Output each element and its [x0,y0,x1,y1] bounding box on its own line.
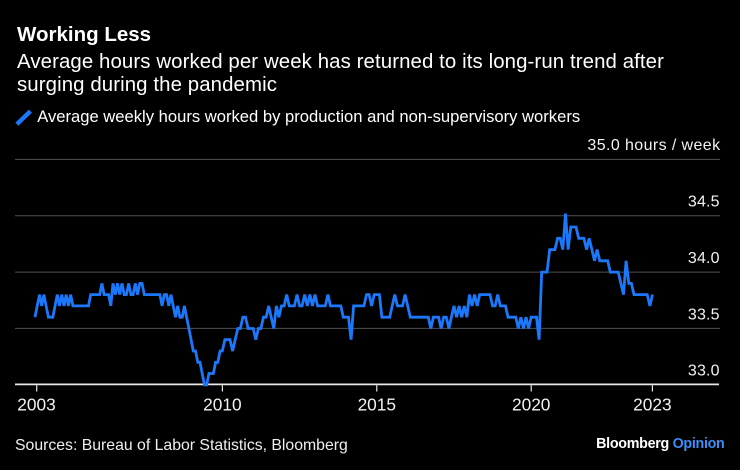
svg-text:34.0: 34.0 [688,250,720,267]
svg-text:35.0 hours / week: 35.0 hours / week [587,137,721,154]
svg-text:2020: 2020 [512,395,550,415]
svg-text:33.5: 33.5 [688,306,720,323]
svg-text:2003: 2003 [17,395,55,415]
svg-text:34.5: 34.5 [688,194,720,211]
svg-text:2023: 2023 [633,395,671,415]
svg-text:33.0: 33.0 [688,363,720,380]
svg-text:2015: 2015 [358,395,396,415]
svg-text:2010: 2010 [203,395,241,415]
